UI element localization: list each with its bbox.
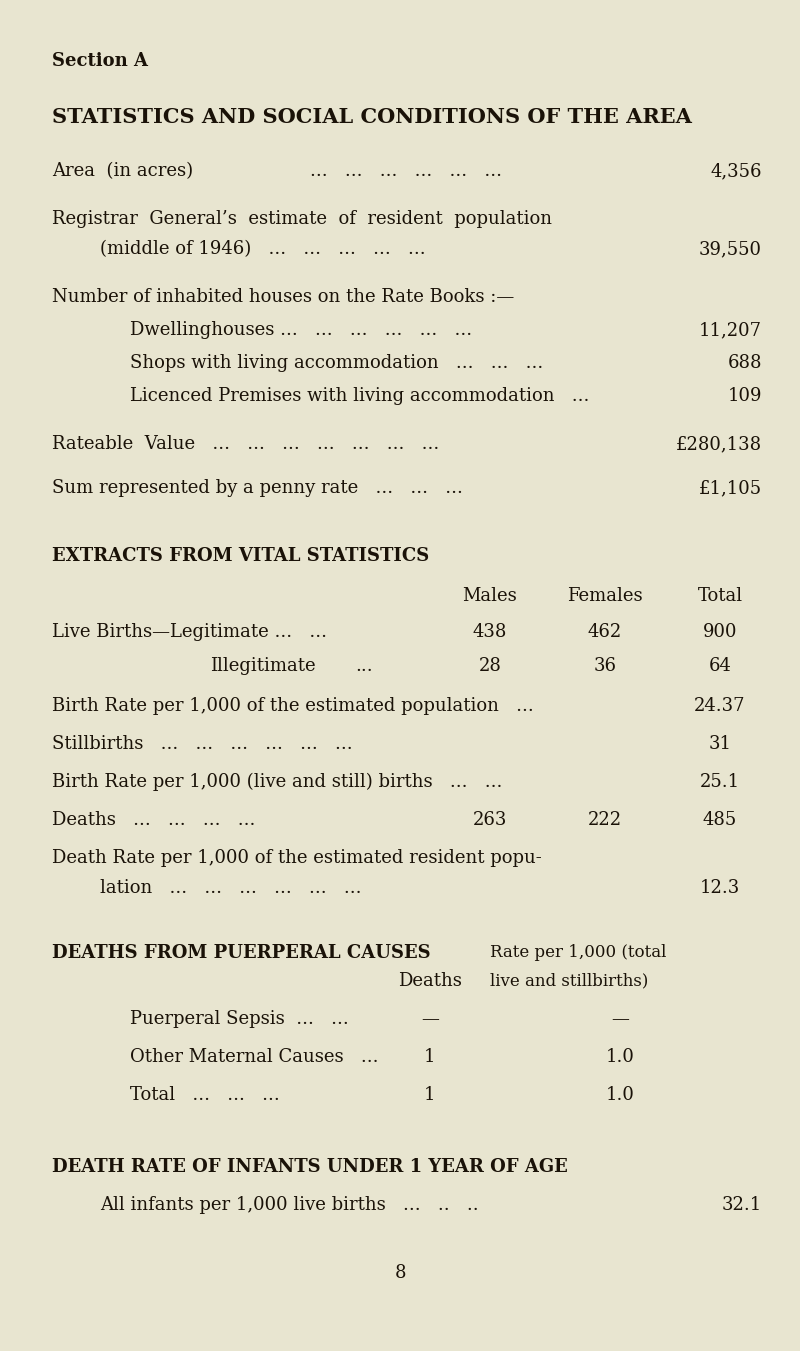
Text: 688: 688 [727,354,762,372]
Text: Deaths   ...   ...   ...   ...: Deaths ... ... ... ... [52,811,255,830]
Text: Sum represented by a penny rate   ...   ...   ...: Sum represented by a penny rate ... ... … [52,480,463,497]
Text: live and stillbirths): live and stillbirths) [490,971,648,989]
Text: 4,356: 4,356 [710,162,762,180]
Text: STATISTICS AND SOCIAL CONDITIONS OF THE AREA: STATISTICS AND SOCIAL CONDITIONS OF THE … [52,107,692,127]
Text: Puerperal Sepsis  ...   ...: Puerperal Sepsis ... ... [130,1011,349,1028]
Text: £280,138: £280,138 [676,435,762,453]
Text: Stillbirths   ...   ...   ...   ...   ...   ...: Stillbirths ... ... ... ... ... ... [52,735,353,753]
Text: DEATH RATE OF INFANTS UNDER 1 YEAR OF AGE: DEATH RATE OF INFANTS UNDER 1 YEAR OF AG… [52,1158,568,1175]
Text: 28: 28 [478,657,502,676]
Text: Dwellinghouses ...   ...   ...   ...   ...   ...: Dwellinghouses ... ... ... ... ... ... [130,322,472,339]
Text: 31: 31 [709,735,731,753]
Text: 109: 109 [727,386,762,405]
Text: Death Rate per 1,000 of the estimated resident popu-: Death Rate per 1,000 of the estimated re… [52,848,542,867]
Text: 39,550: 39,550 [699,240,762,258]
Text: 1.0: 1.0 [606,1086,634,1104]
Text: —: — [611,1011,629,1028]
Text: Birth Rate per 1,000 of the estimated population   ...: Birth Rate per 1,000 of the estimated po… [52,697,534,715]
Text: 64: 64 [709,657,731,676]
Text: Number of inhabited houses on the Rate Books :—: Number of inhabited houses on the Rate B… [52,288,514,305]
Text: 1: 1 [424,1086,436,1104]
Text: 222: 222 [588,811,622,830]
Text: 12.3: 12.3 [700,880,740,897]
Text: All infants per 1,000 live births   ...   ..   ..: All infants per 1,000 live births ... ..… [100,1196,478,1215]
Text: 11,207: 11,207 [699,322,762,339]
Text: Total: Total [698,586,742,605]
Text: Other Maternal Causes   ...: Other Maternal Causes ... [130,1048,378,1066]
Text: 462: 462 [588,623,622,640]
Text: 24.37: 24.37 [694,697,746,715]
Text: DEATHS FROM PUERPERAL CAUSES: DEATHS FROM PUERPERAL CAUSES [52,944,430,962]
Text: Males: Males [462,586,518,605]
Text: EXTRACTS FROM VITAL STATISTICS: EXTRACTS FROM VITAL STATISTICS [52,547,430,565]
Text: £1,105: £1,105 [699,480,762,497]
Text: 32.1: 32.1 [722,1196,762,1215]
Text: ...   ...   ...   ...   ...   ...: ... ... ... ... ... ... [310,162,502,180]
Text: Deaths: Deaths [398,971,462,990]
Text: Shops with living accommodation   ...   ...   ...: Shops with living accommodation ... ... … [130,354,543,372]
Text: —: — [421,1011,439,1028]
Text: Registrar  General’s  estimate  of  resident  population: Registrar General’s estimate of resident… [52,209,552,228]
Text: Females: Females [567,586,643,605]
Text: Licenced Premises with living accommodation   ...: Licenced Premises with living accommodat… [130,386,590,405]
Text: Section A: Section A [52,51,148,70]
Text: 438: 438 [473,623,507,640]
Text: 263: 263 [473,811,507,830]
Text: (middle of 1946)   ...   ...   ...   ...   ...: (middle of 1946) ... ... ... ... ... [100,240,426,258]
Text: 485: 485 [703,811,737,830]
Text: Rateable  Value   ...   ...   ...   ...   ...   ...   ...: Rateable Value ... ... ... ... ... ... .… [52,435,439,453]
Text: 1.0: 1.0 [606,1048,634,1066]
Text: lation   ...   ...   ...   ...   ...   ...: lation ... ... ... ... ... ... [100,880,362,897]
Text: 25.1: 25.1 [700,773,740,790]
Text: Birth Rate per 1,000 (live and still) births   ...   ...: Birth Rate per 1,000 (live and still) bi… [52,773,502,792]
Text: 8: 8 [394,1265,406,1282]
Text: ...: ... [355,657,373,676]
Text: Total   ...   ...   ...: Total ... ... ... [130,1086,280,1104]
Text: Rate per 1,000 (total: Rate per 1,000 (total [490,944,666,961]
Text: 36: 36 [594,657,617,676]
Text: 900: 900 [702,623,738,640]
Text: Area  (in acres): Area (in acres) [52,162,193,180]
Text: Live Births—Legitimate ...   ...: Live Births—Legitimate ... ... [52,623,327,640]
Text: Illegitimate: Illegitimate [210,657,316,676]
Text: 1: 1 [424,1048,436,1066]
